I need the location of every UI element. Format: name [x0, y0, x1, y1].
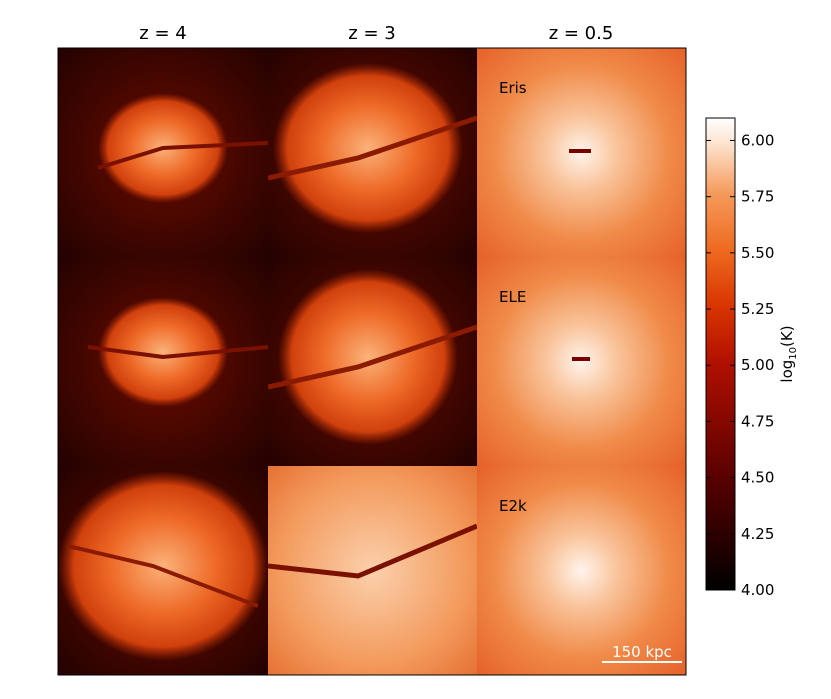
column-title: z = 4	[139, 23, 186, 44]
column-title: z = 3	[348, 23, 395, 44]
row-label: Eris	[499, 79, 527, 97]
colorbar-label: log10(K)	[778, 325, 799, 382]
row-label: E2k	[499, 497, 527, 515]
tick-label: 4.50	[741, 469, 774, 487]
tick-label: 5.75	[741, 188, 774, 206]
tick-label: 5.50	[741, 244, 774, 262]
panel	[268, 257, 477, 466]
scale-bar-label: 150 kpc	[612, 643, 672, 661]
tick-label: 5.00	[741, 356, 774, 374]
row-label: ELE	[499, 288, 526, 306]
panel	[58, 257, 268, 466]
panel	[268, 48, 477, 257]
tick-label: 4.75	[741, 412, 774, 430]
label-part: (K)	[778, 325, 796, 347]
panel	[477, 48, 686, 257]
tick-label: 4.25	[741, 525, 774, 543]
tick-label: 5.25	[741, 300, 774, 318]
tick-label: 6.00	[741, 131, 774, 149]
frame	[57, 47, 687, 676]
panel	[58, 466, 268, 675]
panel	[477, 466, 686, 675]
column-title: z = 0.5	[549, 23, 614, 44]
panel	[477, 257, 686, 466]
panel	[268, 466, 477, 675]
colorbar	[705, 117, 736, 591]
panel	[58, 48, 268, 257]
tick-label: 4.00	[741, 581, 774, 599]
label-part: 10	[788, 347, 799, 360]
label-part: log	[778, 360, 796, 383]
